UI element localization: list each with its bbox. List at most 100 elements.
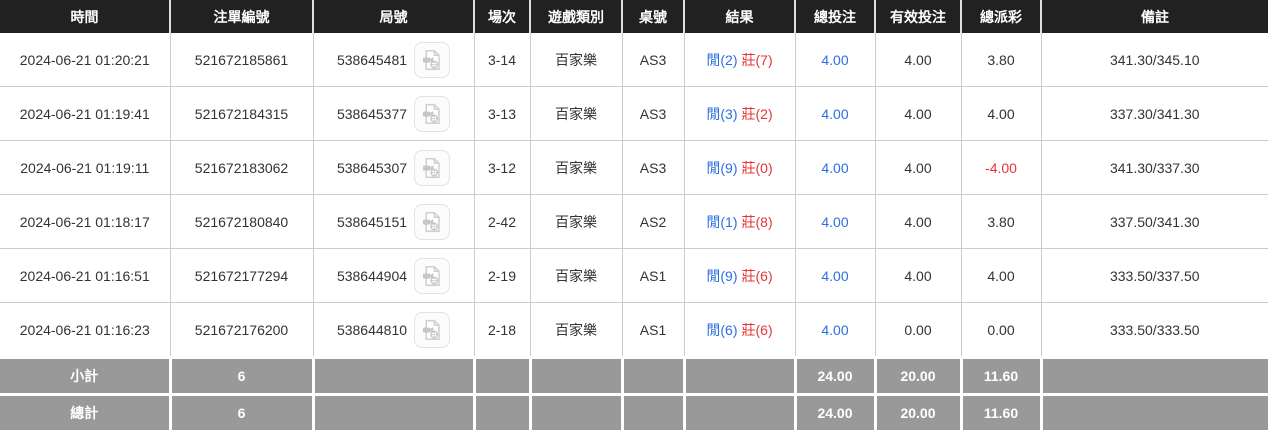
video-replay-button[interactable] xyxy=(414,258,450,294)
video-replay-icon xyxy=(420,156,444,180)
subtotal-count: 6 xyxy=(170,358,313,395)
subtotal-empty-result xyxy=(684,358,795,395)
total-bet-cell: 4.00 xyxy=(795,303,875,358)
session-cell: 2-18 xyxy=(474,303,530,358)
round-id: 538645377 xyxy=(337,106,407,122)
col-header-game: 遊戲類別 xyxy=(530,0,622,33)
subtotal-label: 小計 xyxy=(0,358,170,395)
subtotal-empty-table-no xyxy=(622,358,684,395)
round-id: 538644810 xyxy=(337,322,407,338)
round-cell: 538645307 xyxy=(313,141,474,195)
total-bet-link[interactable]: 4.00 xyxy=(821,268,848,284)
payout-cell: 4.00 xyxy=(961,87,1041,141)
total-bet-link[interactable]: 4.00 xyxy=(821,322,848,338)
session-cell: 2-19 xyxy=(474,249,530,303)
note-cell: 333.50/337.50 xyxy=(1041,249,1268,303)
banker-result: 莊(8) xyxy=(742,214,773,230)
note-cell: 341.30/337.30 xyxy=(1041,141,1268,195)
bet-id-cell: 521672185861 xyxy=(170,33,313,87)
col-header-valid-bet: 有效投注 xyxy=(875,0,961,33)
col-header-table-no: 桌號 xyxy=(622,0,684,33)
valid-bet-cell: 4.00 xyxy=(875,87,961,141)
video-replay-icon xyxy=(420,210,444,234)
session-cell: 3-14 xyxy=(474,33,530,87)
table-no-cell: AS1 xyxy=(622,303,684,358)
subtotal-valid-bet: 20.00 xyxy=(875,358,961,395)
game-type-cell: 百家樂 xyxy=(530,303,622,358)
col-header-total-bet: 總投注 xyxy=(795,0,875,33)
col-header-payout: 總派彩 xyxy=(961,0,1041,33)
total-bet-link[interactable]: 4.00 xyxy=(821,106,848,122)
result-cell: 閒(3)莊(2) xyxy=(684,87,795,141)
round-cell: 538644904 xyxy=(313,249,474,303)
valid-bet-cell: 4.00 xyxy=(875,195,961,249)
video-replay-button[interactable] xyxy=(414,204,450,240)
bet-id-cell: 521672184315 xyxy=(170,87,313,141)
session-cell: 2-42 xyxy=(474,195,530,249)
round-id: 538645481 xyxy=(337,52,407,68)
time-cell: 2024-06-21 01:19:41 xyxy=(0,87,170,141)
bet-row: 2024-06-21 01:18:17 521672180840 5386451… xyxy=(0,195,1268,249)
video-replay-button[interactable] xyxy=(414,312,450,348)
bet-row: 2024-06-21 01:16:23 521672176200 5386448… xyxy=(0,303,1268,358)
result-cell: 閒(9)莊(6) xyxy=(684,249,795,303)
banker-result: 莊(6) xyxy=(742,268,773,284)
subtotal-row: 小計 6 24.00 20.00 11.60 xyxy=(0,358,1268,395)
valid-bet-cell: 0.00 xyxy=(875,303,961,358)
total-bet-cell: 4.00 xyxy=(795,33,875,87)
valid-bet-cell: 4.00 xyxy=(875,249,961,303)
note-cell: 333.50/333.50 xyxy=(1041,303,1268,358)
bet-row: 2024-06-21 01:20:21 521672185861 5386454… xyxy=(0,33,1268,87)
game-type-cell: 百家樂 xyxy=(530,195,622,249)
payout-cell: 3.80 xyxy=(961,195,1041,249)
note-cell: 337.30/341.30 xyxy=(1041,87,1268,141)
time-cell: 2024-06-21 01:19:11 xyxy=(0,141,170,195)
subtotal-empty-game xyxy=(530,358,622,395)
result-cell: 閒(1) 莊(8) xyxy=(684,195,795,249)
bet-id-cell: 521672180840 xyxy=(170,195,313,249)
round-id: 538645307 xyxy=(337,160,407,176)
header-row: 時間 注單編號 局號 場次 遊戲類別 桌號 結果 總投注 有效投注 總派彩 備註 xyxy=(0,0,1268,33)
col-header-note: 備註 xyxy=(1041,0,1268,33)
player-result: 閒(3) xyxy=(706,106,737,122)
session-cell: 3-13 xyxy=(474,87,530,141)
subtotal-payout: 11.60 xyxy=(961,358,1041,395)
time-cell: 2024-06-21 01:16:51 xyxy=(0,249,170,303)
result-cell: 閒(2)莊(7) xyxy=(684,33,795,87)
video-replay-button[interactable] xyxy=(414,42,450,78)
video-replay-button[interactable] xyxy=(414,150,450,186)
table-no-cell: AS3 xyxy=(622,141,684,195)
player-result: 閒(2) xyxy=(706,52,737,68)
total-bet-link[interactable]: 4.00 xyxy=(821,214,848,230)
col-header-session: 場次 xyxy=(474,0,530,33)
valid-bet-cell: 4.00 xyxy=(875,33,961,87)
total-bet-cell: 4.00 xyxy=(795,249,875,303)
player-result: 閒(1) xyxy=(706,214,737,230)
round-cell: 538645151 xyxy=(313,195,474,249)
game-type-cell: 百家樂 xyxy=(530,33,622,87)
total-bet-link[interactable]: 4.00 xyxy=(821,160,848,176)
video-replay-button[interactable] xyxy=(414,96,450,132)
subtotal-empty-round xyxy=(313,358,474,395)
payout-cell: 3.80 xyxy=(961,33,1041,87)
round-id: 538645151 xyxy=(337,214,407,230)
col-header-bet-id: 注單編號 xyxy=(170,0,313,33)
bet-row: 2024-06-21 01:16:51 521672177294 5386449… xyxy=(0,249,1268,303)
banker-result: 莊(0) xyxy=(742,160,773,176)
time-cell: 2024-06-21 01:18:17 xyxy=(0,195,170,249)
note-cell: 341.30/345.10 xyxy=(1041,33,1268,87)
total-bet-cell: 4.00 xyxy=(795,195,875,249)
table-no-cell: AS3 xyxy=(622,87,684,141)
result-cell: 閒(9)莊(0) xyxy=(684,141,795,195)
bet-id-cell: 521672176200 xyxy=(170,303,313,358)
video-replay-icon xyxy=(420,264,444,288)
bet-row: 2024-06-21 01:19:11 521672183062 5386453… xyxy=(0,141,1268,195)
player-result: 閒(6) xyxy=(706,322,737,338)
time-cell: 2024-06-21 01:20:21 xyxy=(0,33,170,87)
total-bet-link[interactable]: 4.00 xyxy=(821,52,848,68)
session-cell: 3-12 xyxy=(474,141,530,195)
total-bet-cell: 4.00 xyxy=(795,141,875,195)
payout-cell: 4.00 xyxy=(961,249,1041,303)
video-replay-icon xyxy=(420,102,444,126)
